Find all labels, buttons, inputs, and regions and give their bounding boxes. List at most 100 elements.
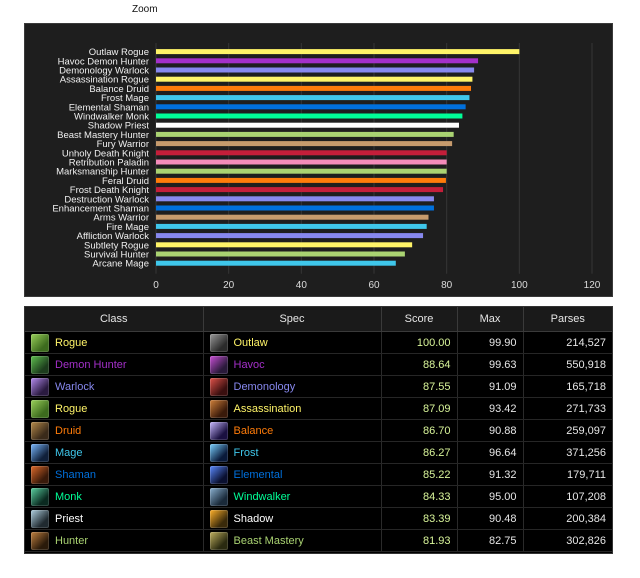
x-tick-label: 20 — [223, 280, 235, 291]
spec-name: Assassination — [233, 402, 302, 415]
bar[interactable] — [156, 76, 473, 82]
score-cell: 86.70 — [381, 419, 458, 442]
bar[interactable] — [156, 260, 396, 266]
bar[interactable] — [156, 67, 475, 73]
priest-icon — [31, 509, 49, 528]
class-cell[interactable]: Priest — [25, 507, 204, 530]
score-cell: 88.64 — [381, 353, 458, 376]
table-row[interactable]: Demon Hunter Havoc 88.64 99.63 550,918 — [25, 353, 612, 376]
demonology-icon — [209, 377, 228, 396]
category-label: Unholy Death Knight — [62, 148, 149, 159]
bar[interactable] — [156, 150, 447, 156]
spec-cell[interactable]: Beast Mastery — [203, 529, 382, 552]
table-row[interactable]: Priest Shadow 83.39 90.48 200,384 — [25, 507, 612, 530]
score-cell: 86.27 — [381, 441, 458, 464]
class-cell[interactable]: Druid — [25, 419, 204, 442]
class-cell[interactable]: Monk — [25, 485, 204, 508]
bar[interactable] — [156, 49, 520, 55]
class-cell[interactable]: Demon Hunter — [25, 353, 204, 376]
table-row[interactable]: Monk Windwalker 84.33 95.00 107,208 — [25, 485, 612, 508]
bar[interactable] — [156, 242, 413, 248]
parses-cell: 165,718 — [523, 375, 612, 398]
class-cell[interactable]: Rogue — [25, 331, 204, 354]
class-column-header[interactable]: Class — [25, 307, 204, 332]
table-row[interactable]: Shaman Elemental 85.22 91.32 179,711 — [25, 463, 612, 486]
parses-cell: 107,208 — [523, 485, 612, 508]
bar[interactable] — [156, 159, 447, 165]
bar[interactable] — [156, 187, 444, 193]
category-label: Elemental Shaman — [69, 102, 149, 113]
spec-name: Havoc — [233, 358, 265, 371]
category-label: Feral Druid — [102, 176, 149, 187]
spec-cell[interactable]: Outlaw — [203, 331, 382, 354]
table-row[interactable]: Hunter Beast Mastery 81.93 82.75 302,826 — [25, 529, 612, 552]
bar[interactable] — [156, 251, 405, 257]
category-label: Retribution Paladin — [69, 158, 149, 169]
table-row[interactable]: Druid Balance 86.70 90.88 259,097 — [25, 419, 612, 442]
zoom-label[interactable]: Zoom — [132, 4, 158, 15]
class-cell[interactable]: Hunter — [25, 529, 204, 552]
class-cell[interactable]: Mage — [25, 441, 204, 464]
table-row[interactable]: Rogue Assassination 87.09 93.42 271,733 — [25, 397, 612, 420]
score-cell: 85.22 — [381, 463, 458, 486]
bar[interactable] — [156, 177, 446, 183]
category-label: Frost Mage — [101, 93, 149, 104]
bar[interactable] — [156, 95, 470, 101]
bar[interactable] — [156, 214, 429, 220]
table-header-row: Class Spec Score Max Parses — [25, 307, 612, 332]
spec-cell[interactable]: Balance — [203, 419, 382, 442]
spec-cell[interactable]: Demonology — [203, 375, 382, 398]
spec-name: Balance — [233, 424, 274, 437]
class-name: Priest — [55, 512, 84, 525]
max-cell: 93.42 — [457, 397, 524, 420]
category-label: Survival Hunter — [84, 250, 149, 261]
spec-name: Shadow — [233, 512, 274, 525]
bar[interactable] — [156, 168, 447, 174]
bar[interactable] — [156, 113, 463, 119]
score-column-header[interactable]: Score — [381, 307, 458, 332]
parses-cell: 550,918 — [523, 353, 612, 376]
spec-cell[interactable]: Frost — [203, 441, 382, 464]
score-cell: 87.55 — [381, 375, 458, 398]
category-label: Frost Death Knight — [70, 185, 150, 196]
class-cell[interactable]: Rogue — [25, 397, 204, 420]
balance-icon — [209, 421, 228, 440]
category-label: Arms Warrior — [93, 213, 149, 224]
bar[interactable] — [156, 58, 479, 64]
bar[interactable] — [156, 196, 434, 202]
bar[interactable] — [156, 233, 424, 239]
spec-column-header[interactable]: Spec — [203, 307, 382, 332]
score-cell: 81.93 — [381, 529, 458, 552]
bar[interactable] — [156, 205, 434, 211]
category-label: Havoc Demon Hunter — [58, 56, 149, 67]
table-row[interactable]: Mage Frost 86.27 96.64 371,256 — [25, 441, 612, 464]
class-name: Warlock — [55, 380, 95, 393]
bar[interactable] — [156, 223, 427, 229]
hunter-icon — [31, 531, 49, 550]
category-label: Affliction Warlock — [77, 231, 150, 242]
spec-cell[interactable]: Windwalker — [203, 485, 382, 508]
bar[interactable] — [156, 85, 472, 91]
category-label: Outlaw Rogue — [89, 47, 149, 58]
bar[interactable] — [156, 141, 453, 147]
table-row[interactable]: Rogue Outlaw 100.00 99.90 214,527 — [25, 331, 612, 354]
parses-cell: 271,733 — [523, 397, 612, 420]
category-label: Marksmanship Hunter — [56, 167, 149, 178]
bar[interactable] — [156, 104, 466, 110]
spec-cell[interactable]: Havoc — [203, 353, 382, 376]
max-column-header[interactable]: Max — [457, 307, 524, 332]
table-row[interactable]: Warlock Demonology 87.55 91.09 165,718 — [25, 375, 612, 398]
spec-cell[interactable]: Assassination — [203, 397, 382, 420]
spec-cell[interactable]: Elemental — [203, 463, 382, 486]
class-cell[interactable]: Shaman — [25, 463, 204, 486]
max-cell: 90.88 — [457, 419, 524, 442]
spec-name: Frost — [233, 446, 259, 459]
bar[interactable] — [156, 122, 459, 128]
class-cell[interactable]: Warlock — [25, 375, 204, 398]
score-cell: 84.33 — [381, 485, 458, 508]
parses-column-header[interactable]: Parses — [523, 307, 612, 332]
parses-cell: 214,527 — [523, 331, 612, 354]
spec-cell[interactable]: Shadow — [203, 507, 382, 530]
druid-icon — [31, 421, 49, 440]
bar[interactable] — [156, 131, 454, 137]
